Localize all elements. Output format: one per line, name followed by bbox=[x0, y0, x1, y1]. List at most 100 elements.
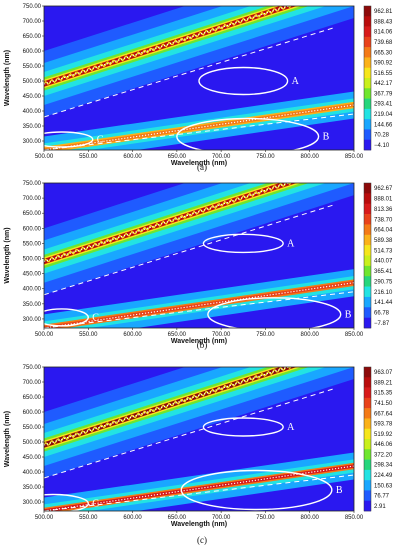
colorbar-swatch bbox=[364, 387, 371, 399]
second-order-scatter-line bbox=[44, 282, 354, 328]
second-order-scatter-line bbox=[44, 465, 354, 511]
colorbar-swatch bbox=[364, 276, 371, 287]
colorbar-label: 665.30 bbox=[374, 50, 393, 56]
scatter-band-halo bbox=[44, 367, 309, 452]
panel-caption: (a) bbox=[197, 162, 207, 172]
region-ellipse-a bbox=[202, 417, 284, 437]
y-tick-label: 600.00 bbox=[23, 49, 42, 55]
y-tick-label: 550.00 bbox=[23, 64, 42, 70]
region-ellipse-c bbox=[44, 131, 94, 148]
colorbar-swatch bbox=[364, 193, 371, 205]
first-order-scatter-line bbox=[44, 6, 291, 85]
diffuse-band bbox=[44, 367, 354, 478]
region-ellipse-b bbox=[176, 117, 320, 150]
scatter-band-halo bbox=[44, 183, 309, 269]
colorbar-label: 70.28 bbox=[374, 133, 390, 139]
diffuse-band bbox=[44, 6, 354, 105]
x-tick-label: 500.00 bbox=[35, 154, 54, 160]
scatter-band-edge bbox=[44, 367, 302, 450]
colorbar-label: 962.67 bbox=[374, 186, 393, 192]
colorbar-swatch bbox=[364, 439, 371, 450]
colorbar-swatch bbox=[364, 418, 371, 430]
heatmap-field: A B C bbox=[44, 6, 354, 150]
colorbar-label: 440.07 bbox=[374, 259, 393, 265]
x-tick-label: 600.00 bbox=[123, 154, 142, 160]
colorbar-label: 290.75 bbox=[374, 279, 393, 285]
colorbar-swatch bbox=[364, 6, 371, 17]
colorbar-swatch bbox=[364, 78, 371, 89]
x-tick-label: 850.00 bbox=[345, 154, 364, 160]
colorbar-label: 589.38 bbox=[374, 238, 393, 244]
colorbar-swatch bbox=[364, 98, 371, 110]
colorbar-label: 367.79 bbox=[374, 91, 393, 97]
region-label-b: B bbox=[345, 309, 352, 320]
x-axis-label: Wavelength (nm) bbox=[171, 160, 227, 167]
colorbar-swatch bbox=[364, 203, 371, 215]
colorbar-swatch bbox=[364, 57, 371, 69]
plot-frame bbox=[43, 366, 355, 512]
dashed-reference-line bbox=[44, 474, 354, 511]
colorbar-swatch bbox=[364, 214, 371, 225]
panel-caption: (c) bbox=[197, 535, 207, 545]
scatter-band-halo bbox=[44, 6, 309, 91]
region-label-b: B bbox=[323, 132, 330, 143]
colorbar-label: 2.91 bbox=[374, 504, 386, 510]
heatmap-panel-3: A B C 500.00 550.00 600.00 650.00 700.00 750.00 8… bbox=[4, 365, 393, 545]
y-tick-label: 750.00 bbox=[23, 181, 42, 187]
colorbar-swatch bbox=[364, 47, 371, 58]
dashed-reference-line bbox=[44, 113, 354, 150]
x-tick-label: 700.00 bbox=[212, 154, 231, 160]
y-tick-label: 450.00 bbox=[23, 272, 42, 278]
y-tick-label: 500.00 bbox=[23, 440, 42, 446]
y-axis-label: Wavelength (nm) bbox=[4, 411, 11, 467]
region-ellipse-c bbox=[44, 308, 89, 327]
colorbar-swatch bbox=[364, 234, 371, 246]
y-tick-label: 300.00 bbox=[23, 139, 42, 145]
colorbar-label: 739.68 bbox=[374, 40, 393, 46]
colorbar-label: 150.63 bbox=[374, 483, 393, 489]
colorbar-label: 66.78 bbox=[374, 310, 390, 316]
y-tick-label: 400.00 bbox=[23, 109, 42, 115]
scatter-band-core bbox=[44, 183, 297, 265]
y-tick-label: 650.00 bbox=[23, 395, 42, 401]
region-label-a: A bbox=[292, 76, 300, 87]
x-tick-label: 550.00 bbox=[79, 332, 98, 338]
region-label-c: C bbox=[92, 499, 99, 510]
y-tick-label: 700.00 bbox=[23, 19, 42, 25]
colorbar-label: 593.78 bbox=[374, 422, 393, 428]
x-tick-label: 750.00 bbox=[256, 515, 275, 521]
colorbar-swatch bbox=[364, 36, 371, 48]
y-axis-label: Wavelength (nm) bbox=[4, 227, 11, 283]
colorbar-label: −4.10 bbox=[374, 143, 390, 149]
colorbar-label: 889.21 bbox=[374, 380, 393, 386]
heatmap-field: A B C bbox=[44, 183, 354, 328]
y-tick-label: 650.00 bbox=[23, 34, 42, 40]
colorbar-swatch bbox=[364, 67, 371, 79]
colorbar-label: 738.70 bbox=[374, 217, 393, 223]
y-tick-label: 350.00 bbox=[23, 302, 42, 308]
colorbar-label: 76.77 bbox=[374, 494, 390, 500]
colorbar-label: 224.49 bbox=[374, 473, 393, 479]
colorbar-label: 814.06 bbox=[374, 30, 393, 36]
colorbar-swatch bbox=[364, 119, 371, 130]
y-tick-label: 400.00 bbox=[23, 470, 42, 476]
x-tick-label: 600.00 bbox=[123, 515, 142, 521]
colorbar-label: 219.04 bbox=[374, 112, 393, 118]
colorbar-label: 888.01 bbox=[374, 197, 393, 203]
colorbar-swatch bbox=[364, 480, 371, 491]
colorbar-frame bbox=[363, 366, 372, 512]
heatmap-field: A B C bbox=[44, 367, 354, 511]
colorbar-label: 664.04 bbox=[374, 228, 393, 234]
colorbar-swatch bbox=[364, 490, 371, 502]
region-label-b: B bbox=[336, 485, 343, 496]
y-tick-label: 750.00 bbox=[23, 4, 42, 10]
colorbar-label: 519.92 bbox=[374, 432, 393, 438]
colorbar-label: −7.87 bbox=[374, 321, 390, 327]
x-tick-label: 800.00 bbox=[301, 154, 320, 160]
colorbar-swatch bbox=[364, 265, 371, 277]
scatter-band-core bbox=[44, 367, 297, 448]
x-tick-label: 850.00 bbox=[345, 332, 364, 338]
y-tick-label: 650.00 bbox=[23, 211, 42, 217]
x-tick-label: 800.00 bbox=[301, 332, 320, 338]
colorbar-swatch bbox=[364, 183, 371, 194]
